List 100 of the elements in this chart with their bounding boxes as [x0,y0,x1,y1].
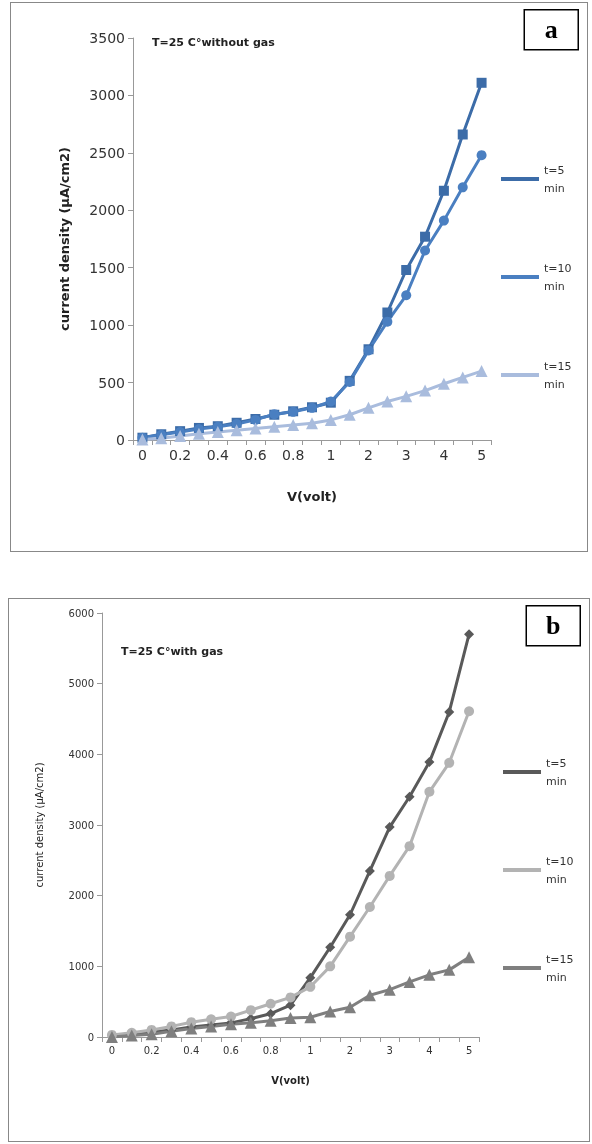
point [475,365,488,378]
y-tick-label: 2000 [89,202,125,219]
x-tick-label: 0.2 [168,447,192,463]
point [174,429,187,442]
y-tick-label: 0 [87,1031,94,1043]
legend-label: t=15 min [546,952,578,984]
point [230,424,243,437]
y-tick-label: 3000 [68,819,94,831]
legend-label: t=10 min [546,854,578,886]
point [345,909,356,920]
x-tick-label: 1 [307,1044,314,1056]
point [382,307,393,318]
point [444,757,455,768]
x-tick-label: 4 [439,447,449,463]
x-axis-title: V(volt) [271,1074,310,1086]
y-tick-label: 4000 [68,748,94,760]
point [381,395,394,408]
point [424,757,435,768]
point [444,706,455,717]
point [324,413,337,426]
y-tick-label: 500 [98,374,125,391]
x-tick-label: 0.4 [183,1044,200,1056]
y-tick-label: 3000 [89,87,125,104]
point [264,1014,277,1027]
y-tick-label: 3500 [89,30,125,46]
point [476,150,487,161]
y-tick-label: 1000 [68,960,94,972]
point [206,1014,217,1025]
x-tick-label: 0 [137,447,147,463]
point [420,245,431,256]
point [383,983,396,996]
point [463,951,476,964]
point [457,129,468,140]
x-tick-label: 5 [465,1044,473,1056]
point [404,791,415,802]
point [343,408,356,421]
point [437,377,450,390]
text: T=25 C°with gas [121,645,224,658]
point [304,1011,317,1024]
point [285,992,296,1003]
x-axis-title: V(volt) [286,489,338,504]
y-tick-label: 1000 [89,317,125,334]
x-tick-label: 3 [386,1044,393,1056]
legend-label: t=10 min [544,261,576,293]
point [344,1001,357,1014]
point [305,981,316,992]
point [384,870,395,881]
y-tick-label: 0 [116,432,125,448]
x-tick-label: 1 [326,447,336,463]
x-tick-label: 0.8 [262,1044,279,1056]
y-tick-label: 1500 [89,259,125,276]
point [211,425,224,438]
x-tick-label: 0.4 [206,447,230,463]
point [443,963,456,976]
point [155,432,168,445]
point [268,420,281,433]
point [438,215,449,226]
x-tick-label: 0.6 [223,1044,239,1056]
point [401,265,412,276]
x-tick-label: 3 [401,447,411,463]
y-tick-label: 2000 [68,890,94,902]
x-tick-label: 0.2 [143,1044,160,1056]
point [364,865,375,876]
legend-label: t=5 min [546,756,571,788]
x-tick-label: 2 [346,1044,354,1056]
point [345,931,356,942]
point [464,629,475,640]
point [424,786,435,797]
point [423,968,436,981]
point [401,290,412,301]
y-axis-title: current density (µA/cm2) [57,147,72,331]
point [419,384,432,397]
text: b [546,611,561,641]
point [363,989,376,1002]
point [287,419,300,432]
point [192,427,205,440]
point [306,417,318,430]
y-tick-label: 6000 [68,607,94,619]
point [265,998,276,1009]
point [438,185,449,196]
point [464,706,475,717]
point [244,1016,257,1029]
x-tick-label: 4 [426,1044,433,1056]
point [284,1011,297,1024]
y-axis-title: current density (µA/cm2) [33,762,45,888]
point [456,371,469,384]
point [305,972,316,983]
y-tick-label: 5000 [68,678,94,690]
x-tick-label: 0.6 [244,447,267,463]
point [245,1005,256,1016]
y-tick-label: 2500 [89,144,125,161]
x-tick-label: 5 [477,447,487,463]
x-tick-label: 2 [364,447,373,463]
point [400,390,413,403]
point [403,975,416,988]
point [362,401,375,414]
point [324,1005,337,1018]
point [364,901,375,912]
legend-label: t=5 min [544,163,569,195]
x-tick-label: 0.8 [282,447,305,463]
